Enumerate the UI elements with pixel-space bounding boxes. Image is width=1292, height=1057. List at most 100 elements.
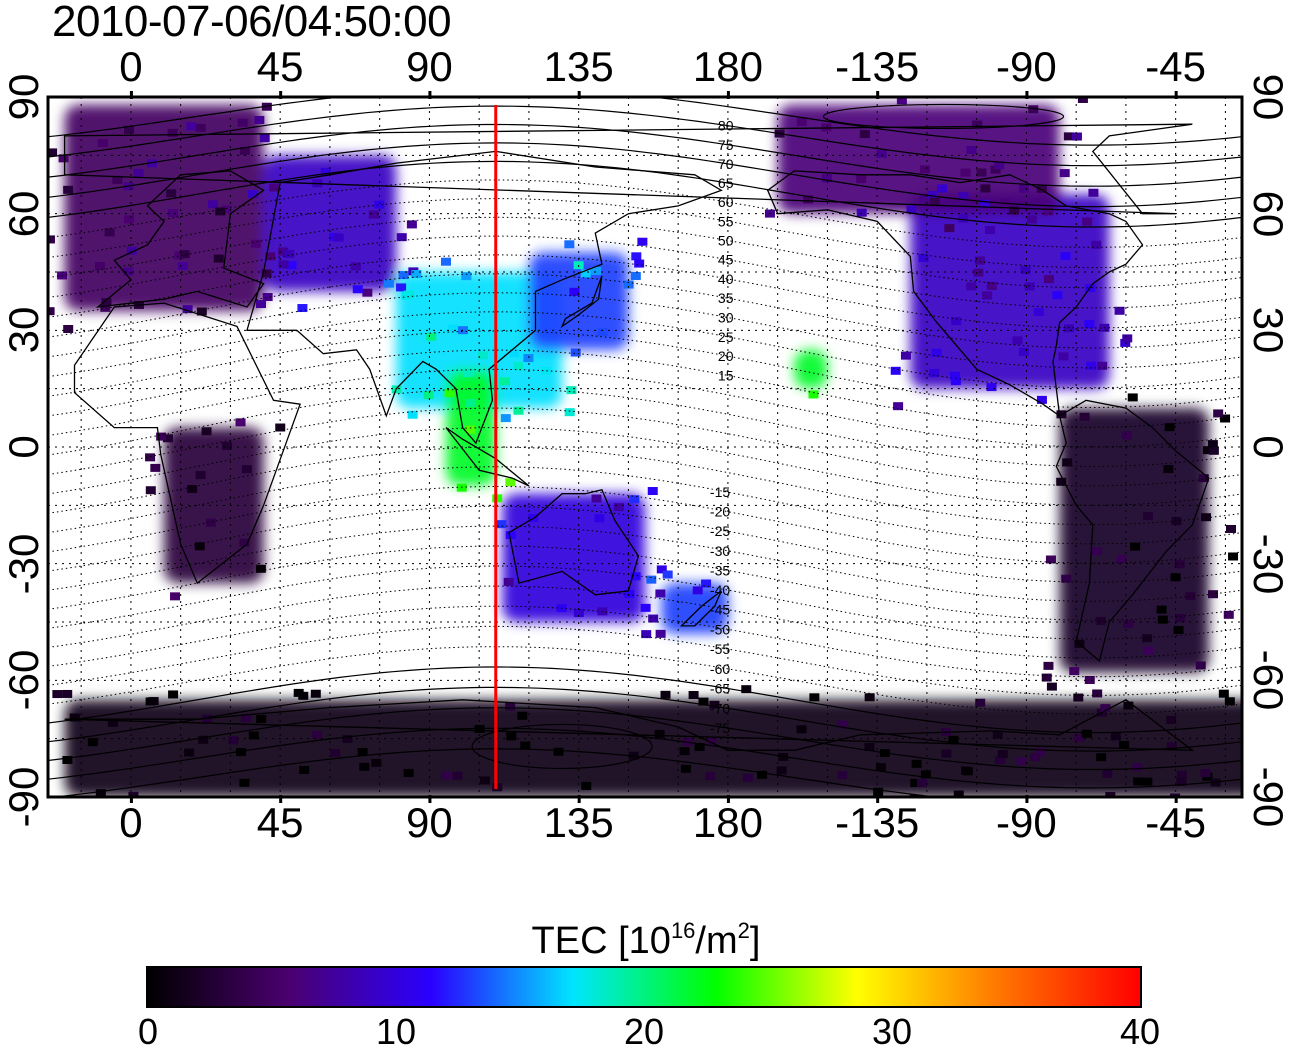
tec-pixel bbox=[128, 791, 139, 797]
tec-pixel bbox=[630, 271, 641, 280]
tec-pixel bbox=[1060, 252, 1071, 261]
tec-pixel bbox=[1100, 704, 1111, 713]
tec-pixel bbox=[208, 200, 219, 209]
contour-label: 80 bbox=[718, 118, 734, 134]
tec-pixel bbox=[1091, 240, 1102, 249]
contour-line bbox=[48, 179, 1242, 248]
tec-pixel bbox=[406, 220, 417, 229]
tec-pixel bbox=[222, 441, 233, 450]
colorbar-title: TEC [1016/m2] bbox=[531, 918, 761, 962]
tec-pixel bbox=[248, 731, 259, 740]
tec-pixel bbox=[581, 781, 592, 790]
tec-pixel bbox=[1061, 574, 1072, 583]
contour-label: 45 bbox=[718, 252, 734, 268]
tec-pixel bbox=[215, 207, 226, 216]
tec-pixel bbox=[1142, 634, 1153, 643]
tec-pixel bbox=[167, 209, 178, 218]
tec-pixel bbox=[101, 298, 112, 307]
contour-line bbox=[48, 646, 1242, 715]
tec-pixel bbox=[228, 736, 239, 745]
tec-pixel bbox=[236, 748, 247, 757]
tec-pixel bbox=[837, 771, 848, 780]
tec-pixel bbox=[499, 377, 510, 386]
tec-pixel bbox=[1105, 792, 1116, 797]
frame-tick bbox=[1025, 91, 1029, 99]
tec-pixel bbox=[911, 759, 922, 768]
tec-pixel bbox=[629, 495, 640, 504]
contour-line bbox=[48, 625, 1242, 696]
tec-pixel bbox=[156, 432, 167, 441]
contour-label: -30 bbox=[710, 543, 730, 559]
tec-pixel bbox=[961, 766, 972, 775]
left-latitude-label: 60 bbox=[0, 190, 47, 238]
tec-pixel bbox=[929, 197, 940, 206]
top-longitude-label: -90 bbox=[996, 43, 1057, 90]
tec-pixel bbox=[466, 399, 477, 408]
tec-pixel bbox=[679, 747, 690, 756]
tec-pixel bbox=[1046, 682, 1057, 691]
tec-pixel bbox=[906, 205, 917, 214]
tec-pixel bbox=[205, 518, 216, 527]
left-latitude-label: -60 bbox=[0, 649, 47, 711]
tec-pixel bbox=[391, 385, 402, 394]
tec-pixel bbox=[637, 237, 648, 246]
tec-pixel bbox=[48, 235, 55, 244]
tec-region-8 bbox=[910, 194, 1110, 389]
contour-line bbox=[48, 666, 1242, 734]
tec-pixel bbox=[570, 348, 581, 357]
tec-pixel bbox=[112, 175, 123, 184]
tec-pixel bbox=[591, 267, 602, 276]
tec-pixel bbox=[856, 175, 867, 184]
tec-pixel bbox=[776, 766, 787, 775]
tec-pixel bbox=[479, 776, 490, 785]
tec-pixel bbox=[634, 259, 645, 268]
tec-pixel bbox=[62, 807, 72, 815]
tec-pixel bbox=[1156, 605, 1167, 614]
tec-pixel bbox=[990, 165, 1001, 174]
coastline bbox=[508, 489, 640, 596]
tec-pixel bbox=[994, 161, 1005, 170]
tec-pixel bbox=[973, 268, 984, 277]
tec-pixel bbox=[960, 168, 971, 177]
tec-pixel bbox=[170, 592, 181, 601]
tec-pixel bbox=[333, 233, 344, 242]
tec-pixel bbox=[1257, 711, 1267, 719]
tec-pixel bbox=[520, 741, 531, 750]
tec-pixel bbox=[646, 575, 657, 584]
tec-pixel bbox=[1119, 741, 1130, 750]
tec-pixel bbox=[875, 763, 886, 772]
tec-pixel bbox=[284, 249, 295, 258]
tec-pixel bbox=[1019, 184, 1030, 193]
magnetic-latitude-contours bbox=[48, 97, 1242, 797]
tec-pixel bbox=[655, 629, 666, 638]
contour-line bbox=[48, 707, 1242, 771]
frame-tick bbox=[577, 795, 581, 803]
tec-pixel bbox=[985, 226, 996, 235]
tec-pixel bbox=[62, 689, 73, 698]
tec-pixel bbox=[237, 118, 248, 127]
tec-pixel bbox=[1096, 753, 1107, 762]
top-longitude-label: -135 bbox=[835, 43, 920, 90]
contour-label: -50 bbox=[710, 621, 730, 637]
tec-pixel bbox=[259, 134, 270, 143]
tec-pixel bbox=[741, 685, 752, 694]
tec-pixel bbox=[441, 771, 452, 780]
frame-tick bbox=[1174, 91, 1178, 99]
left-latitude-label: 30 bbox=[0, 306, 47, 354]
tec-pixel bbox=[48, 148, 58, 157]
tec-pixel bbox=[976, 168, 987, 177]
contour-label: -15 bbox=[710, 484, 730, 500]
tec-pixel bbox=[856, 208, 867, 217]
tec-pixel bbox=[1143, 646, 1154, 655]
bottom-longitude-label: 90 bbox=[406, 799, 453, 846]
tec-pixel bbox=[250, 239, 261, 248]
tec-pixel bbox=[407, 410, 418, 419]
contour-line bbox=[48, 727, 1242, 789]
frame-tick bbox=[279, 795, 283, 803]
tec-pixel bbox=[677, 811, 687, 819]
tec-pixel bbox=[63, 185, 74, 194]
tec-pixel bbox=[950, 377, 961, 386]
contour-line bbox=[48, 407, 1242, 487]
tec-pixel bbox=[383, 279, 394, 288]
tec-pixel bbox=[1127, 393, 1138, 402]
